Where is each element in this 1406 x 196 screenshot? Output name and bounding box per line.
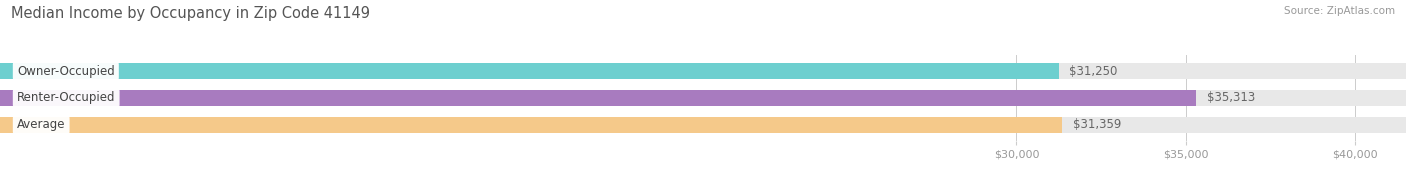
Text: Renter-Occupied: Renter-Occupied (17, 92, 115, 104)
Bar (0, 117, 1063, 133)
Text: $31,250: $31,250 (1069, 64, 1118, 78)
Text: Owner-Occupied: Owner-Occupied (17, 64, 115, 78)
Bar (0, 63, 1406, 79)
Bar (0, 90, 1197, 106)
Bar (0, 90, 1406, 106)
Text: Source: ZipAtlas.com: Source: ZipAtlas.com (1284, 6, 1395, 16)
Bar (0, 63, 1059, 79)
Text: Average: Average (17, 118, 66, 132)
Text: $35,313: $35,313 (1206, 92, 1254, 104)
Bar (0, 117, 1406, 133)
Text: $31,359: $31,359 (1073, 118, 1121, 132)
Text: Median Income by Occupancy in Zip Code 41149: Median Income by Occupancy in Zip Code 4… (11, 6, 370, 21)
